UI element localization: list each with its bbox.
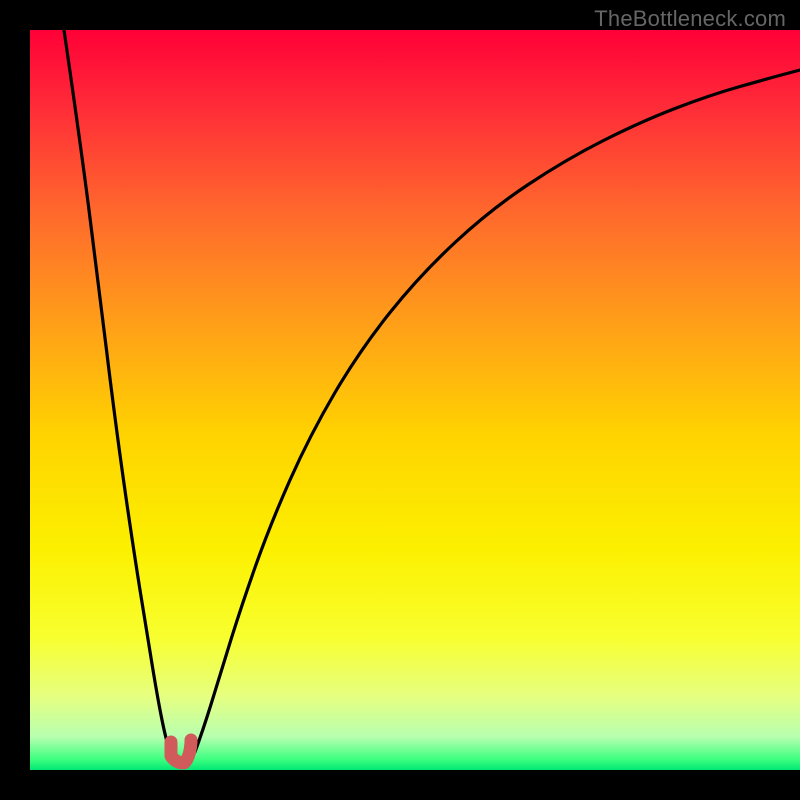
gradient-background — [30, 30, 800, 770]
watermark-text: TheBottleneck.com — [594, 6, 786, 32]
chart-canvas — [0, 0, 800, 800]
bottleneck-chart: TheBottleneck.com — [0, 0, 800, 800]
